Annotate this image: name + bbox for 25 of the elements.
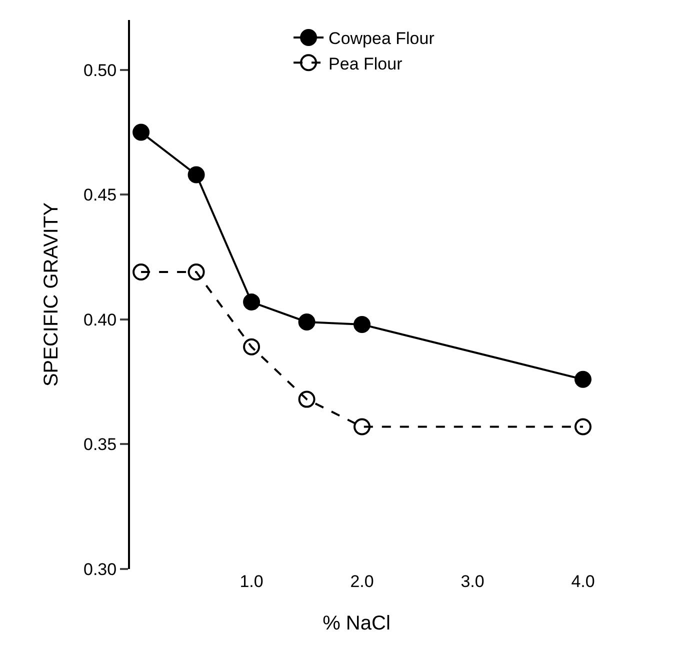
point [574, 370, 592, 388]
point [243, 338, 260, 356]
point [298, 390, 316, 408]
legend-label: Cowpea Flour [328, 29, 435, 48]
y-tick-label: 0.40 [84, 310, 117, 330]
x-tick-label: 2.0 [350, 572, 374, 591]
y-tick-label: 0.45 [84, 186, 117, 205]
point [298, 313, 316, 330]
point [574, 418, 592, 436]
x-tick-label: 1.0 [240, 572, 264, 591]
point [243, 293, 260, 310]
y-axis-title: SPECIFIC GRAVITY [40, 202, 63, 387]
y-tick-label: 0.35 [84, 435, 117, 454]
y-tick-label: 0.50 [84, 60, 117, 80]
x-tick-label: 4.0 [571, 572, 595, 591]
point [188, 264, 205, 281]
x-axis-title: % NaCl [322, 612, 390, 634]
point [132, 264, 150, 281]
x-tick-label: 3.0 [460, 572, 484, 591]
point [354, 418, 371, 436]
legend-label: Pea Flour [328, 54, 403, 74]
point [188, 166, 205, 184]
point [132, 124, 150, 141]
point [354, 316, 371, 333]
y-tick-label: 0.30 [84, 560, 117, 579]
